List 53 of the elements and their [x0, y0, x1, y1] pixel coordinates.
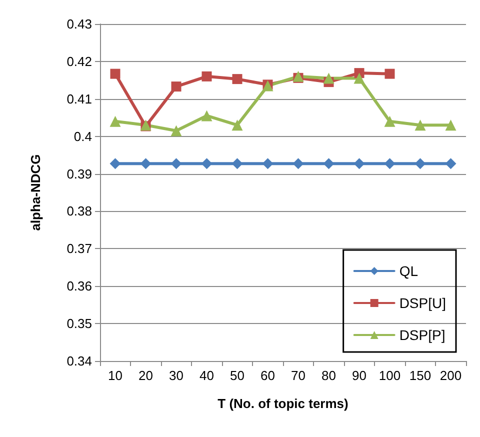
point: [292, 158, 304, 170]
point: [232, 120, 243, 131]
y-tick-label: 0.35: [66, 316, 92, 332]
y-tick-label: 0.4: [74, 128, 92, 144]
point: [232, 74, 242, 84]
x-tick-label: 200: [440, 368, 462, 383]
point: [110, 158, 121, 170]
x-tick-label: 50: [230, 368, 244, 383]
legend-label: QL: [399, 263, 418, 279]
x-tick-label: 80: [322, 368, 336, 383]
point: [170, 125, 182, 136]
x-tick-label: 60: [260, 368, 275, 383]
point: [232, 158, 243, 170]
x-axis-title: T (No. of topic terms): [218, 396, 348, 411]
point: [110, 68, 120, 79]
y-tick-label: 0.34: [66, 354, 92, 368]
point: [170, 158, 182, 170]
point: [201, 110, 212, 122]
point: [354, 72, 365, 84]
point: [384, 158, 396, 170]
point: [414, 158, 426, 170]
legend-label: DSP[U]: [399, 295, 446, 311]
point: [354, 158, 365, 170]
point: [323, 72, 334, 84]
x-tick-label: 150: [409, 368, 432, 383]
x-tick-label: 10: [108, 368, 122, 383]
x-tick-label: 90: [352, 368, 366, 383]
x-tick-label: 70: [291, 368, 306, 383]
point: [201, 158, 212, 170]
x-tick-label: 30: [169, 368, 184, 383]
y-tick-label: 0.43: [66, 16, 92, 32]
point: [323, 158, 334, 170]
point: [384, 68, 395, 79]
y-axis-title: alpha-NDCG: [28, 154, 43, 231]
y-tick-label: 0.36: [66, 278, 92, 294]
point: [171, 82, 182, 92]
point: [445, 158, 456, 170]
x-tick-label: 100: [378, 368, 401, 383]
y-tick-label: 0.42: [66, 54, 92, 69]
point: [202, 71, 212, 82]
y-tick-label: 0.41: [66, 91, 92, 106]
y-tick-label: 0.37: [66, 241, 92, 256]
y-tick-label: 0.39: [66, 166, 92, 182]
x-tick-label: 40: [200, 368, 214, 383]
point: [445, 120, 456, 131]
x-tick-label: 20: [138, 368, 153, 383]
legend-label: DSP[P]: [399, 327, 446, 343]
y-tick-label: 0.38: [66, 204, 92, 219]
point: [414, 120, 426, 131]
point: [262, 158, 274, 170]
point: [140, 158, 152, 170]
point: [110, 116, 121, 127]
point: [384, 116, 396, 127]
